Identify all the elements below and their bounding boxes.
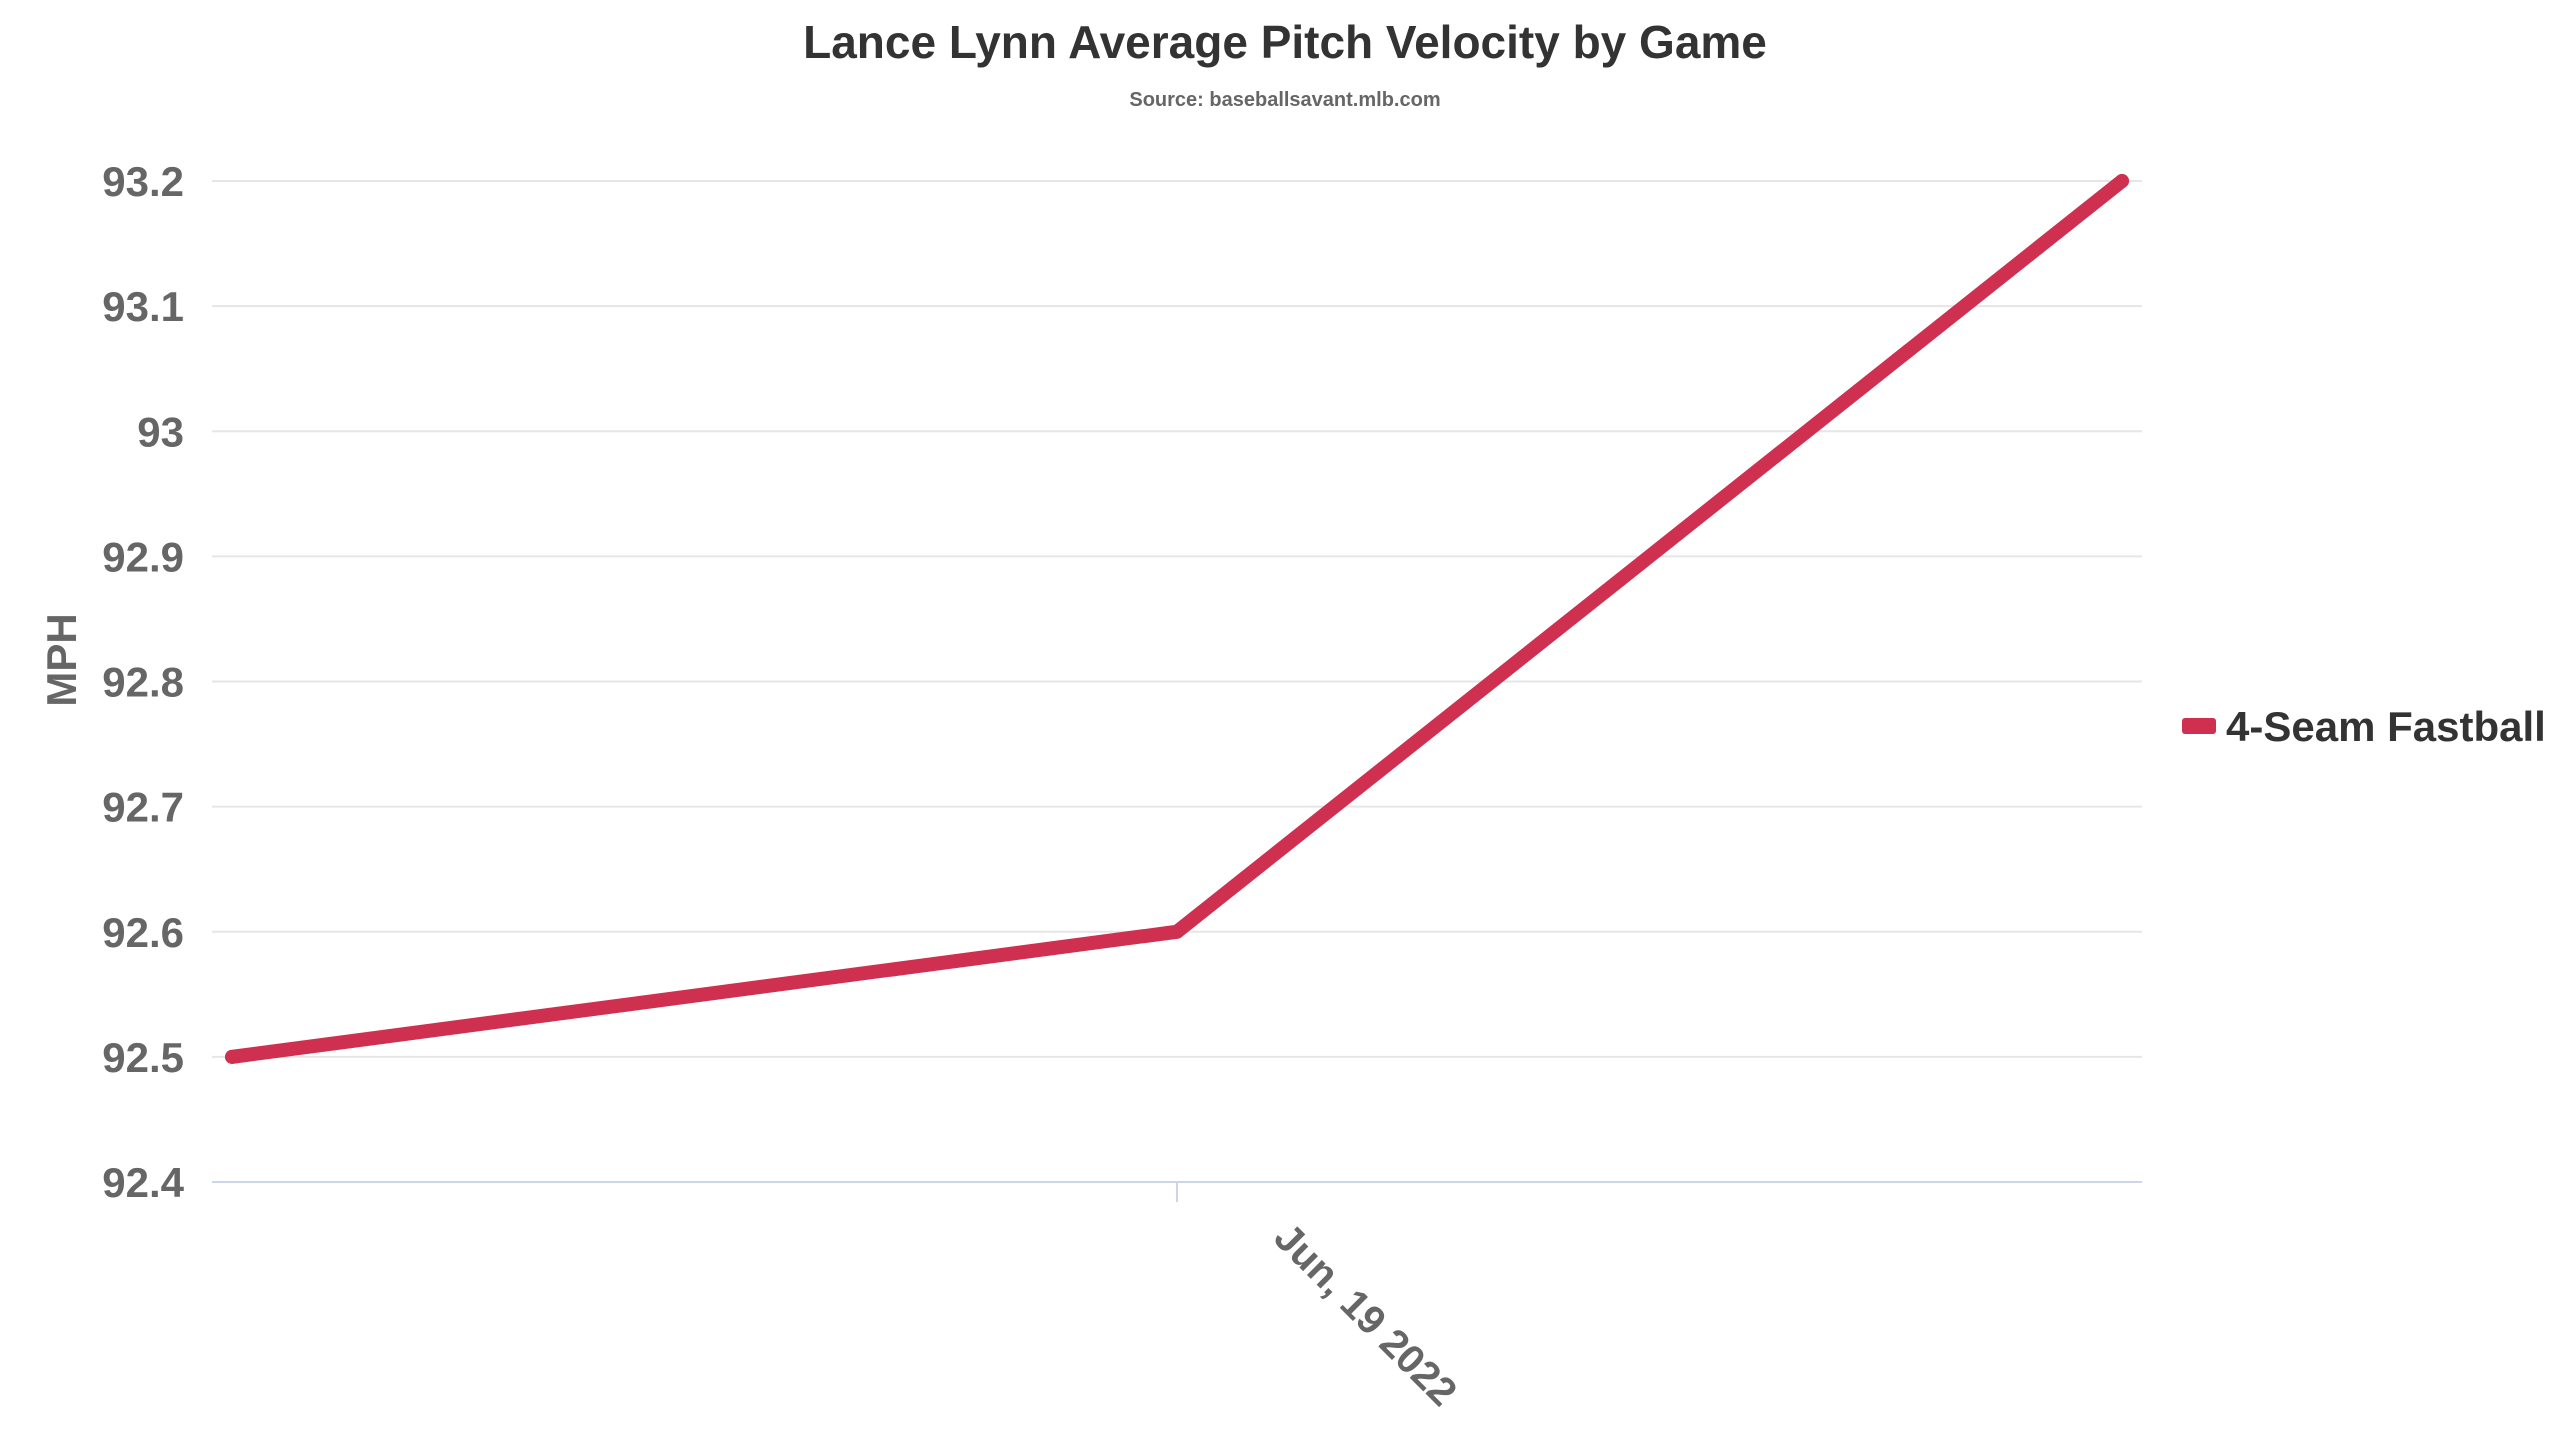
y-tick-label: 92.6	[102, 909, 184, 956]
legend-item-label[interactable]: 4-Seam Fastball	[2226, 703, 2546, 750]
legend[interactable]: 4-Seam Fastball	[2182, 703, 2546, 750]
y-tick-label: 92.9	[102, 533, 184, 580]
chart-subtitle: Source: baseballsavant.mlb.com	[1129, 89, 1440, 111]
y-tick-label: 92.7	[102, 784, 184, 831]
x-tick-label: Jun, 19 2022	[1266, 1215, 1465, 1414]
y-tick-label: 93.2	[102, 158, 184, 205]
data-point[interactable]	[2115, 174, 2129, 188]
y-tick-label: 92.5	[102, 1034, 184, 1081]
y-tick-label: 93	[137, 408, 184, 455]
y-axis-label: MPH	[38, 613, 85, 706]
legend-swatch	[2182, 718, 2216, 734]
y-axis-ticks: 92.4 92.5 92.6 92.7 92.8 92.9 93 93.1 93.2	[102, 158, 184, 1206]
x-axis-ticks: Jun, 19 2022	[1176, 1182, 1465, 1415]
chart-title: Lance Lynn Average Pitch Velocity by Gam…	[803, 16, 1767, 68]
grid-lines	[212, 180, 2142, 1058]
series-layer	[225, 174, 2129, 1064]
data-point[interactable]	[225, 1049, 239, 1064]
y-tick-label: 92.4	[102, 1159, 184, 1206]
y-tick-label: 93.1	[102, 283, 184, 330]
y-tick-label: 92.8	[102, 659, 184, 706]
data-point[interactable]	[1170, 924, 1184, 939]
